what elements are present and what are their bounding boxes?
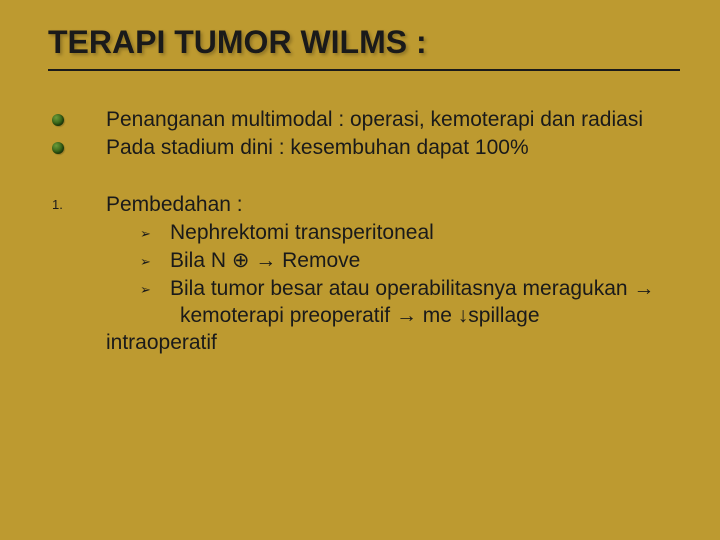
sub-item-row: ➢ Bila tumor besar atau operabilitasnya … <box>140 276 680 303</box>
sub-bullet-icon: ➢ <box>140 248 170 270</box>
sub-item-text: Nephrektomi transperitoneal <box>170 220 680 247</box>
number-marker: 1. <box>52 197 63 212</box>
sub-item-row: ➢ Bila N ⊕ → Remove <box>140 248 680 275</box>
numbered-heading: Pembedahan : <box>106 192 680 218</box>
bullet-row: Penanganan multimodal : operasi, kemoter… <box>52 107 680 133</box>
slide: TERAPI TUMOR WILMS : Penanganan multimod… <box>0 0 720 540</box>
slide-title: TERAPI TUMOR WILMS : <box>48 24 680 61</box>
sub-bullet-icon: ➢ <box>140 276 170 298</box>
bullet-text: Penanganan multimodal : operasi, kemoter… <box>106 107 680 133</box>
disc-bullet-icon <box>52 114 64 126</box>
content-area: Penanganan multimodal : operasi, kemoter… <box>48 107 680 357</box>
section-gap <box>52 164 680 192</box>
number-marker-col: 1. <box>52 192 106 212</box>
bullet-text: Pada stadium dini : kesembuhan dapat 100… <box>106 135 680 161</box>
bullet-marker-col <box>52 135 106 154</box>
sub-item-row: ➢ Nephrektomi transperitoneal <box>140 220 680 247</box>
sub-bullet-icon: ➢ <box>140 220 170 242</box>
sublist: ➢ Nephrektomi transperitoneal ➢ Bila N ⊕… <box>106 220 680 331</box>
continuation-line: kemoterapi preoperatif → me ↓spillage <box>140 303 680 330</box>
numbered-body: Pembedahan : ➢ Nephrektomi transperitone… <box>106 192 680 358</box>
numbered-row: 1. Pembedahan : ➢ Nephrektomi transperit… <box>52 192 680 358</box>
sub-item-text: Bila tumor besar atau operabilitasnya me… <box>170 276 680 303</box>
disc-bullet-icon <box>52 142 64 154</box>
bullet-marker-col <box>52 107 106 126</box>
title-underline <box>48 69 680 71</box>
final-line: intraoperatif <box>106 330 680 357</box>
sub-item-text: Bila N ⊕ → Remove <box>170 248 680 275</box>
bullet-row: Pada stadium dini : kesembuhan dapat 100… <box>52 135 680 161</box>
